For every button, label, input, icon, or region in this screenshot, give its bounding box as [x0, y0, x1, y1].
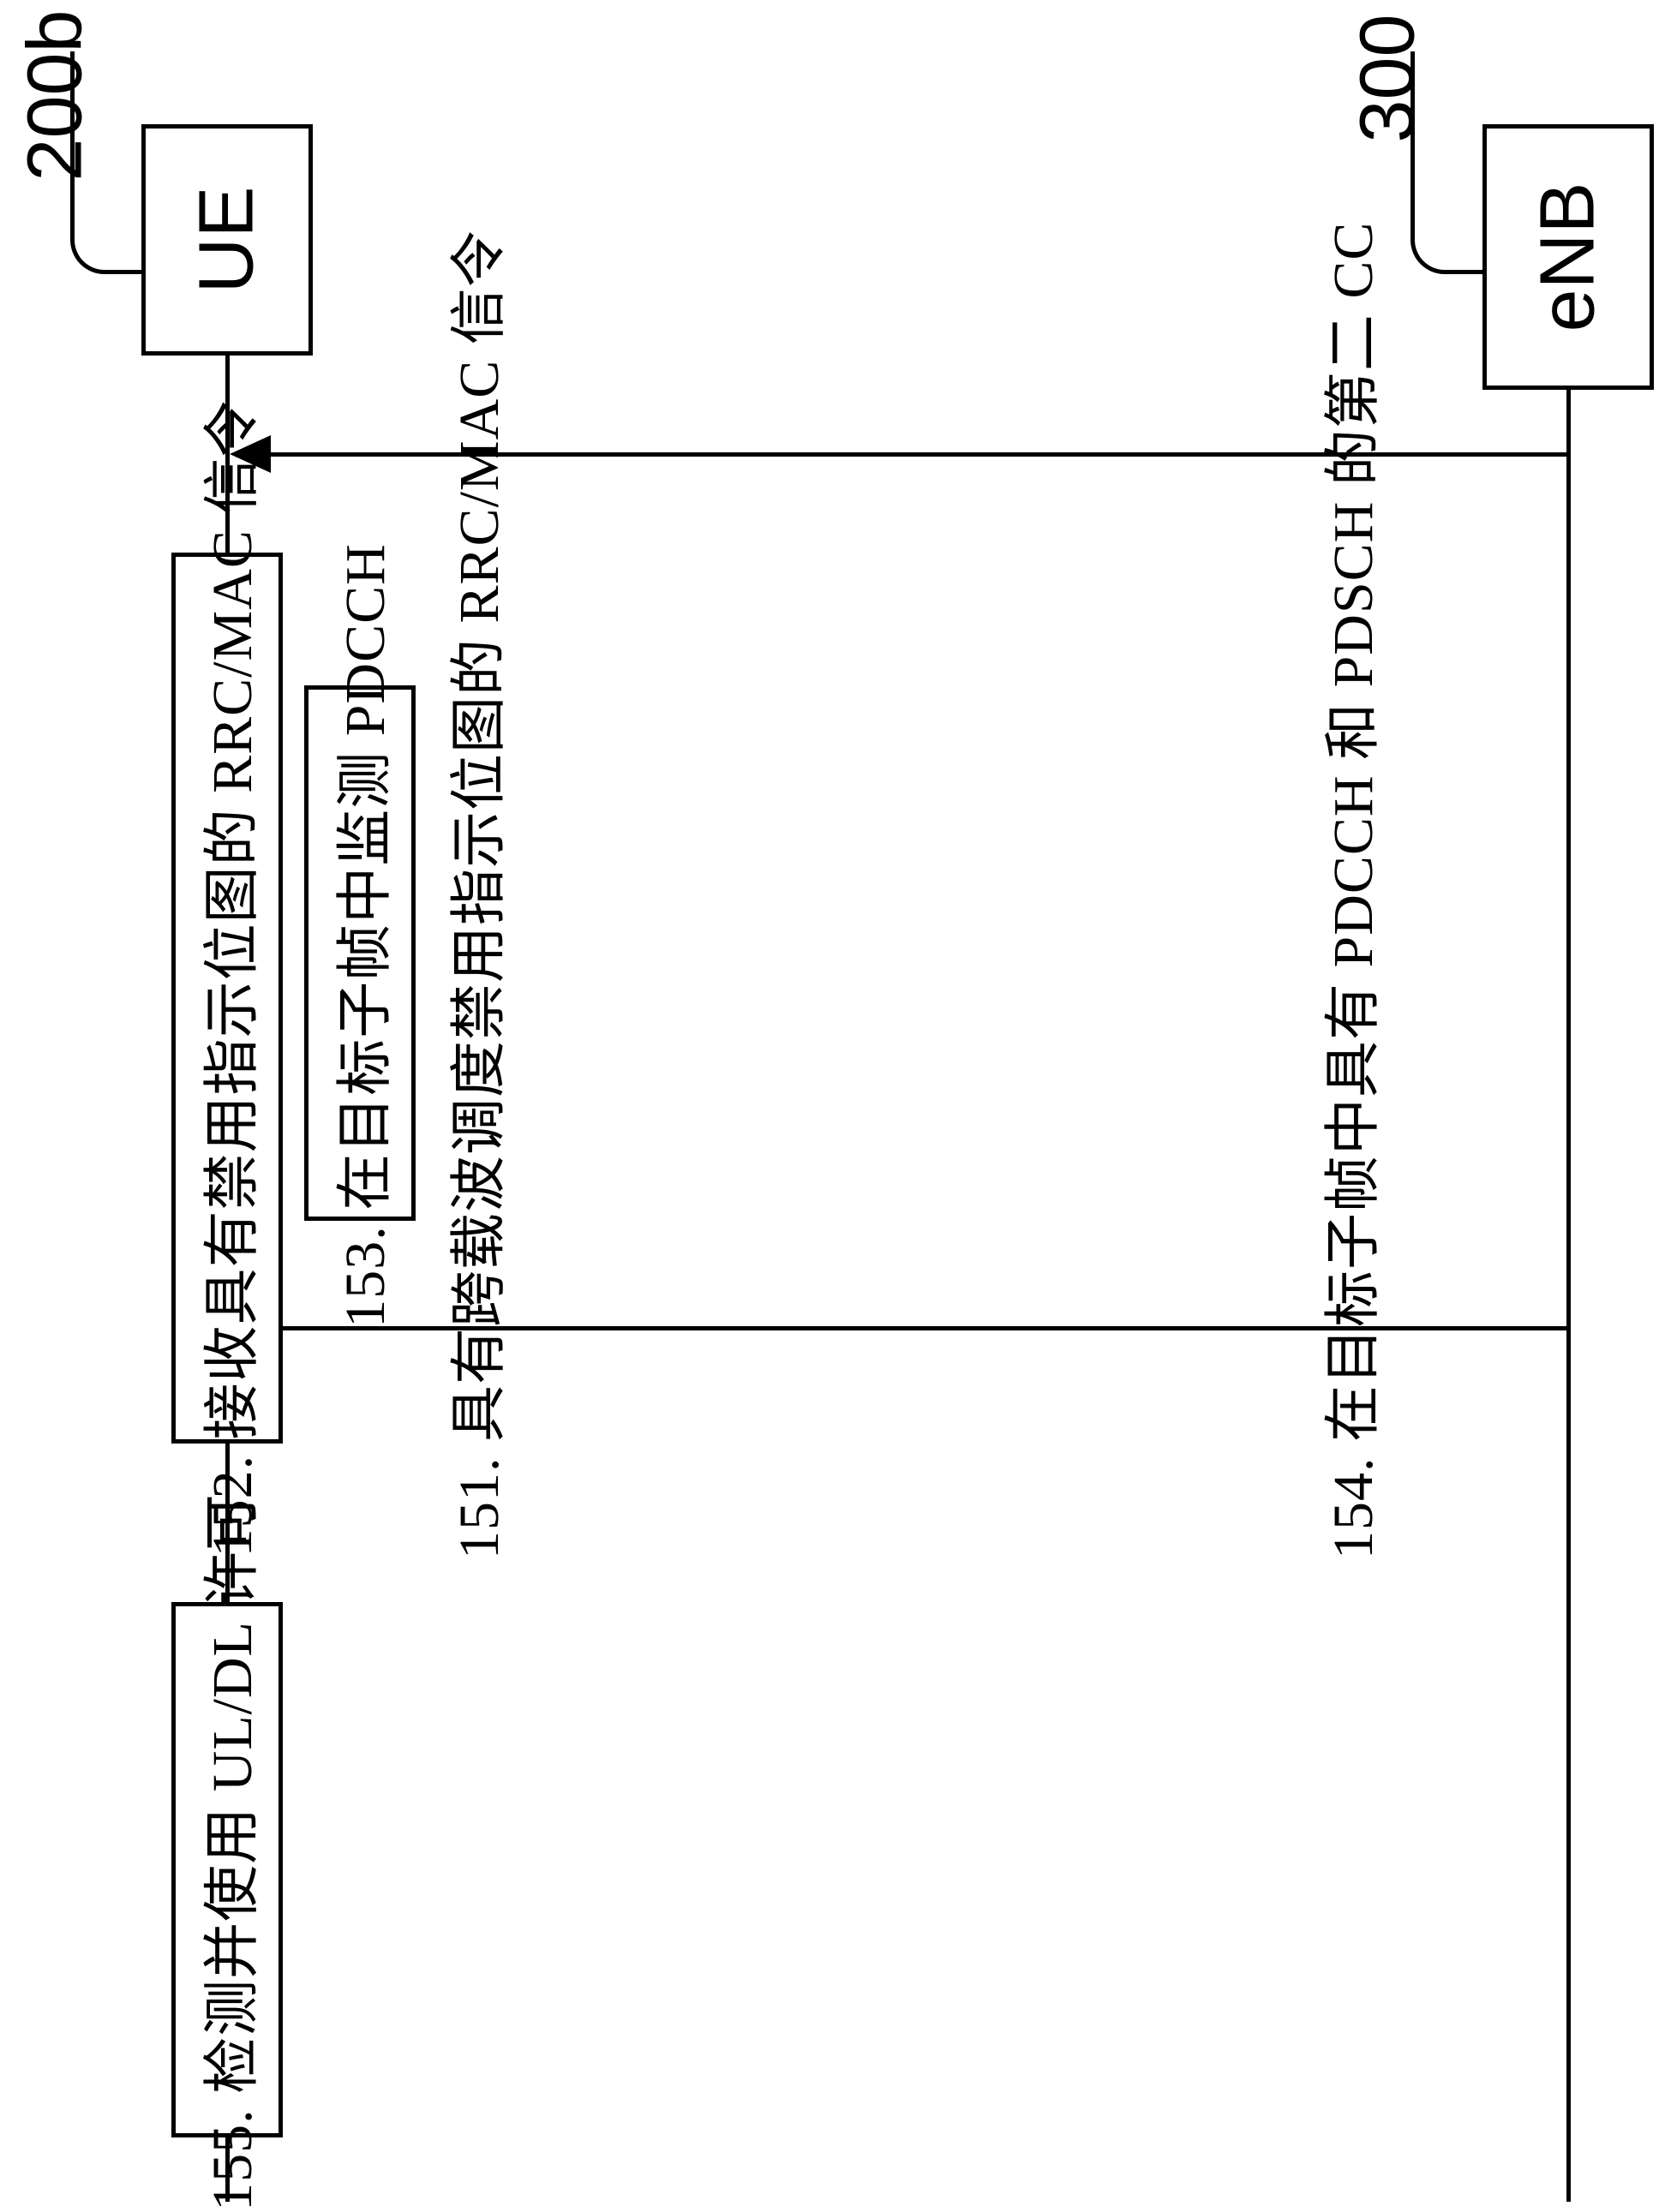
arrow-154-label: 154. 在目标子帧中具有 PDCCH 和 PDSCH 的第二 CC: [1307, 222, 1389, 1559]
activity-155-label: 155. 检测并使用 UL/DL 许可: [186, 1493, 268, 2211]
arrow-151-label: 151. 具有跨载波调度禁用指示位图的 RRC/MAC 信令: [433, 230, 515, 1559]
activity-153-label: 153. 在目标子帧中监测 PDCCH: [319, 543, 401, 1328]
enb-node: eNB: [1482, 124, 1654, 390]
activity-153: 153. 在目标子帧中监测 PDCCH: [304, 685, 416, 1221]
enb-node-label: eNB: [1530, 182, 1607, 332]
ue-ref-label: 200b: [12, 9, 100, 181]
activity-152: 152. 接收具有禁用指示位图的 RRC/MAC 信令: [171, 553, 283, 1444]
ue-node: UE: [141, 124, 313, 356]
enb-ref-label: 300: [1345, 14, 1433, 142]
ue-node-label: UE: [189, 186, 266, 293]
sequence-diagram: 200b UE 300 eNB 151. 具有跨载波调度禁用指示位图的 RRC/…: [0, 0, 1671, 2212]
activity-155: 155. 检测并使用 UL/DL 许可: [171, 1602, 283, 2137]
enb-lifeline: [1566, 390, 1571, 2202]
activity-152-label: 152. 接收具有禁用指示位图的 RRC/MAC 信令: [186, 400, 268, 1557]
